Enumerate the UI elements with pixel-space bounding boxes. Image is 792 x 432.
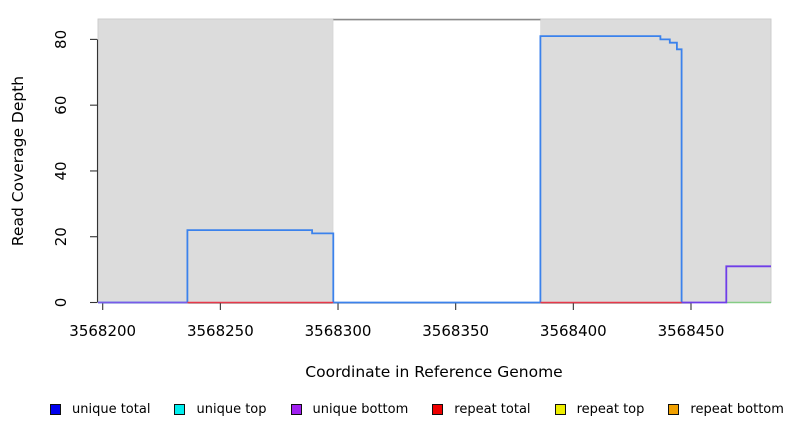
unique-total-coverage-line [98, 35, 683, 304]
x-tick-label: 3568400 [540, 322, 607, 340]
legend-swatch-icon [290, 403, 302, 415]
legend-swatch-icon [668, 403, 680, 415]
coverage-plot: 3568200 3568250 3568300 3568350 3568400 35684… [9, 18, 772, 381]
legend-item-unique-bottom: unique bottom [290, 401, 409, 417]
legend-item-repeat-bottom: repeat bottom [668, 402, 784, 417]
legend-item-unique-total: unique total [50, 402, 150, 417]
legend-item-unique-top: unique top [174, 401, 267, 417]
gap-region [333, 19, 541, 303]
y-tick-label: 20 [52, 227, 70, 246]
y-tick-label: 0 [52, 298, 70, 308]
legend-swatch-icon [554, 403, 566, 415]
legend-label: unique total [72, 401, 151, 417]
legend-swatch-icon [432, 403, 444, 415]
x-axis-title: Coordinate in Reference Genome [305, 363, 562, 381]
legend-swatch-icon [174, 403, 186, 415]
shaded-coverage-region [97, 18, 334, 303]
x-tick-label: 3568450 [658, 322, 725, 340]
legend-label: repeat bottom [690, 401, 784, 417]
legend: unique total unique top unique bottom repea… [50, 396, 784, 422]
x-tick-label: 3568300 [305, 322, 372, 340]
x-tick-label: 3568250 [187, 322, 254, 340]
y-axis-title: Read Coverage Depth [9, 76, 27, 246]
x-tick-label: 3568200 [69, 322, 136, 340]
y-tick-label: 60 [52, 96, 70, 115]
y-tick-label: 80 [52, 30, 70, 49]
x-tick-label: 3568350 [422, 322, 489, 340]
shaded-coverage-region [539, 18, 772, 303]
legend-item-repeat-total: repeat total [432, 401, 531, 417]
legend-label: repeat total [454, 401, 531, 417]
legend-swatch-icon [50, 403, 61, 415]
legend-label: repeat top [576, 401, 645, 417]
y-tick-label: 40 [52, 161, 70, 180]
legend-item-repeat-top: repeat top [554, 401, 645, 417]
legend-label: unique bottom [312, 401, 409, 417]
unique-bottom-step-right-line [681, 265, 771, 304]
legend-label: unique top [196, 401, 267, 417]
